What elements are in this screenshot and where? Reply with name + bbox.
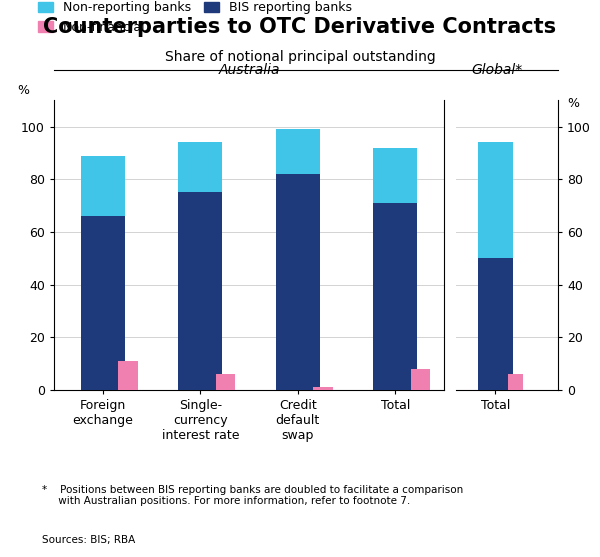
- Bar: [410, 369, 430, 390]
- Bar: [178, 192, 222, 390]
- Text: *    Positions between BIS reporting banks are doubled to facilitate a compariso: * Positions between BIS reporting banks …: [42, 485, 463, 506]
- Text: Global*: Global*: [471, 63, 523, 77]
- Bar: [81, 216, 125, 390]
- Bar: [313, 387, 333, 390]
- Bar: [478, 143, 513, 258]
- Bar: [276, 129, 320, 174]
- Bar: [373, 203, 417, 390]
- Legend: Non-reporting banks, Non-financial, BIS reporting banks: Non-reporting banks, Non-financial, BIS …: [33, 0, 356, 38]
- Bar: [508, 374, 523, 390]
- Bar: [118, 361, 138, 390]
- Text: Counterparties to OTC Derivative Contracts: Counterparties to OTC Derivative Contrac…: [43, 17, 557, 37]
- Bar: [178, 143, 222, 192]
- Bar: [215, 374, 235, 390]
- Text: Sources: BIS; RBA: Sources: BIS; RBA: [42, 535, 135, 545]
- Y-axis label: %: %: [568, 97, 580, 110]
- Bar: [81, 155, 125, 216]
- Y-axis label: %: %: [17, 84, 29, 97]
- Text: Australia: Australia: [218, 63, 280, 77]
- Bar: [276, 174, 320, 390]
- Text: Share of notional principal outstanding: Share of notional principal outstanding: [164, 50, 436, 64]
- Bar: [373, 148, 417, 203]
- Bar: [478, 258, 513, 390]
